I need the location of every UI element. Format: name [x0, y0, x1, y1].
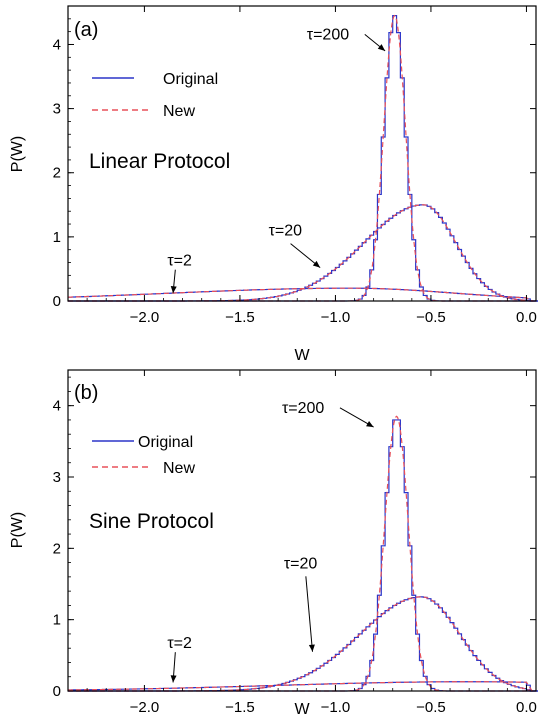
legend-b: Original New: [92, 434, 195, 477]
plot-frame-a: [67, 5, 537, 302]
x-axis-label-b: W: [294, 701, 310, 718]
y-axis-label-a: P(W): [9, 136, 26, 172]
series-new-b-0: [68, 415, 536, 692]
series-original-a-2: [68, 287, 538, 302]
tau-label-a-0: τ=200: [307, 26, 349, 43]
legend-new-label-a: New: [163, 103, 195, 120]
protocol-label-a: Linear Protocol: [89, 150, 230, 173]
y-tick-label-a-4: 4: [53, 36, 61, 53]
y-tick-label-a-3: 3: [53, 101, 61, 118]
series-new-a-2: [67, 287, 536, 302]
x-tick-label-a-1: −1.5: [225, 309, 255, 326]
legend-a: Original New: [92, 71, 218, 120]
tau-arrow-head-a-2: [170, 286, 177, 294]
y-tick-label-b-2: 2: [53, 540, 61, 557]
y-tick-label-a-0: 0: [53, 293, 61, 310]
legend-original-label-b: Original: [138, 434, 193, 451]
x-tick-label-b-0: −2.0: [130, 699, 160, 716]
panel-b: −2.0 −1.5 −1.0 −0.5 0.0 0 1 2 3 4 (b) Original Ne…: [9, 369, 538, 718]
curves-b: [67, 415, 538, 692]
y-tick-label-a-1: 1: [53, 229, 61, 246]
y-axis-label-b: P(W): [9, 512, 26, 548]
x-tick-label-a-4: 0.0: [516, 309, 537, 326]
tau-label-b-1: τ=20: [284, 555, 318, 572]
legend-original-label-a: Original: [163, 71, 218, 88]
plot-frame-b: [67, 369, 537, 692]
x-axis-label-a: W: [294, 347, 310, 364]
series-new-b-1: [68, 596, 536, 692]
y-tick-label-b-0: 0: [53, 683, 61, 700]
tau-arrow-line-b-1: [305, 576, 314, 652]
x-tick-label-b-1: −1.5: [225, 699, 255, 716]
panel-label-b: (b): [74, 382, 98, 404]
legend-new-label-b: New: [163, 460, 195, 477]
tau-arrow-head-a-0: [377, 44, 386, 51]
tau-arrow-head-b-0: [366, 420, 374, 428]
y-tick-label-b-1: 1: [53, 612, 61, 629]
tau-arrow-head-a-1: [312, 260, 321, 268]
tau-arrow-head-b-1: [308, 644, 315, 652]
x-tick-label-a-3: −0.5: [416, 309, 446, 326]
tau-arrow-head-b-2: [170, 675, 177, 683]
y-tick-label-b-3: 3: [53, 469, 61, 486]
tau-label-a-1: τ=20: [269, 223, 303, 240]
y-tick-label-a-2: 2: [53, 165, 61, 182]
panel-label-a: (a): [74, 19, 98, 41]
x-tick-label-a-0: −2.0: [130, 309, 160, 326]
tau-annotations-b: τ=200 τ=20 τ=2: [167, 400, 374, 683]
x-tick-label-b-3: −0.5: [416, 699, 446, 716]
y-tick-label-b-4: 4: [53, 398, 61, 415]
ticks-b: −2.0 −1.5 −1.0 −0.5 0.0 0 1 2 3 4: [53, 370, 537, 716]
tau-annotations-a: τ=200 τ=20 τ=2: [167, 26, 386, 294]
series-original-b-2: [68, 681, 538, 692]
tau-label-b-2: τ=2: [167, 635, 192, 652]
tau-label-a-2: τ=2: [167, 253, 192, 270]
ticks-a: −2.0 −1.5 −1.0 −0.5 0.0 0 1 2 3 4: [53, 6, 537, 326]
x-tick-label-b-2: −1.0: [321, 699, 351, 716]
x-tick-label-a-2: −1.0: [321, 309, 351, 326]
series-new-b-2: [67, 681, 536, 692]
series-original-a-1: [68, 204, 538, 302]
x-tick-label-b-4: 0.0: [516, 699, 537, 716]
tau-label-b-0: τ=200: [282, 400, 324, 417]
protocol-label-b: Sine Protocol: [89, 510, 214, 533]
panel-a: −2.0 −1.5 −1.0 −0.5 0.0 0 1 2 3 4 (a) Original Ne…: [9, 5, 538, 364]
